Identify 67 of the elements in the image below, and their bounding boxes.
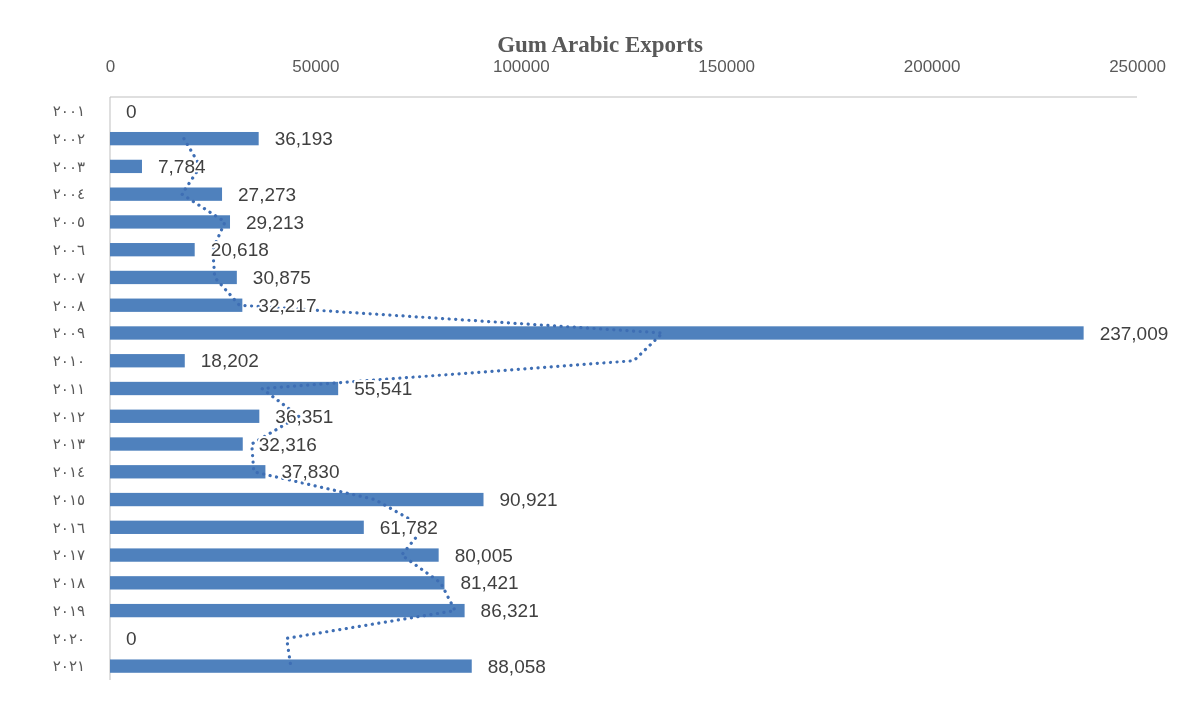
- bar: [110, 659, 472, 673]
- data-label: 237,009: [1099, 322, 1169, 344]
- bar: [110, 326, 1084, 340]
- data-label: 0: [126, 628, 137, 650]
- bar: [110, 131, 259, 146]
- data-label: 32,316: [258, 433, 317, 455]
- y-tick-label: ٢٠١٨: [52, 574, 85, 593]
- chart-title: Gum Arabic Exports: [497, 32, 703, 57]
- y-tick-label: ٢٠١٥: [52, 490, 85, 509]
- bar: [110, 603, 465, 618]
- bar: [110, 492, 484, 507]
- bar: [110, 270, 237, 285]
- y-tick-label: ٢٠٢١: [52, 657, 85, 676]
- data-label: 7,784: [157, 156, 206, 178]
- y-tick-label: ٢٠١٢: [52, 407, 85, 426]
- data-label: 36,193: [274, 128, 333, 150]
- y-tick-label: ٢٠١٣: [52, 435, 85, 454]
- x-tick-label: 0: [105, 57, 116, 76]
- y-tick-label: ٢٠٠٩: [52, 324, 85, 343]
- bar: [110, 548, 439, 562]
- x-tick-label: 150000: [698, 57, 756, 76]
- data-label: 18,202: [200, 350, 259, 372]
- data-label: 90,921: [499, 489, 558, 511]
- data-label: 80,005: [454, 544, 513, 566]
- data-label: 0: [126, 100, 137, 122]
- bar: [110, 520, 364, 534]
- x-tick-label: 250000: [1109, 57, 1166, 76]
- data-label: 32,217: [258, 294, 317, 316]
- bar: [110, 437, 243, 451]
- bar: [110, 298, 243, 312]
- x-tick-label: 50000: [292, 57, 340, 76]
- data-label: 81,421: [460, 572, 519, 594]
- y-tick-label: ٢٠٠٢: [52, 129, 85, 148]
- bar: [110, 409, 260, 423]
- x-tick-label: 100000: [492, 57, 550, 76]
- y-tick-label: ٢٠٠٦: [52, 240, 85, 259]
- data-label: 36,351: [275, 405, 334, 427]
- y-tick-label: ٢٠١٩: [52, 601, 85, 620]
- bar: [110, 187, 223, 201]
- y-tick-label: ٢٠٢٠: [52, 629, 85, 648]
- y-tick-label: ٢٠٠٤: [52, 185, 85, 204]
- data-label: 27,273: [238, 183, 297, 205]
- y-tick-label: ٢٠٠٣: [52, 157, 85, 176]
- x-tick-label: 200000: [903, 57, 961, 76]
- data-label: 55,541: [354, 378, 413, 400]
- y-tick-label: ٢٠٠١: [52, 102, 85, 121]
- bar: [110, 159, 142, 174]
- bar: [110, 381, 339, 396]
- y-tick-label: ٢٠١٠: [52, 352, 85, 371]
- bar: [110, 243, 195, 257]
- data-label: 30,875: [252, 267, 311, 289]
- bar: [110, 354, 185, 368]
- y-tick-label: ٢٠٠٧: [52, 268, 85, 287]
- bar: [110, 465, 266, 479]
- data-label: 20,618: [210, 239, 269, 261]
- data-label: 37,830: [281, 461, 340, 483]
- y-tick-label: ٢٠١٤: [52, 463, 85, 482]
- bar: [110, 576, 445, 590]
- y-tick-label: ٢٠١٦: [52, 518, 85, 537]
- bar: [110, 215, 231, 229]
- y-tick-label: ٢٠١٧: [52, 546, 85, 565]
- y-tick-label: ٢٠١١: [52, 379, 85, 398]
- y-tick-label: ٢٠٠٥: [52, 213, 85, 232]
- data-label: 86,321: [480, 600, 539, 622]
- y-tick-label: ٢٠٠٨: [52, 296, 85, 315]
- data-label: 29,213: [246, 211, 305, 233]
- data-label: 88,058: [487, 655, 546, 677]
